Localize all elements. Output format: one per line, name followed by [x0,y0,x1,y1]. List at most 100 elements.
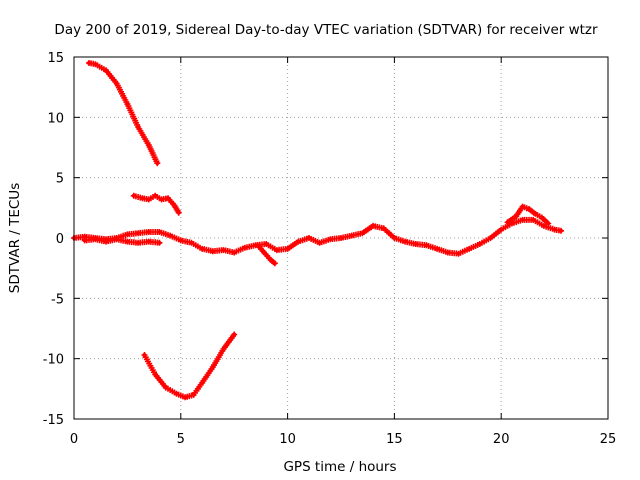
series-late-bump [504,203,552,227]
data-point [159,197,164,202]
data-point [183,395,188,400]
data-point [520,204,525,209]
data-point [221,248,226,253]
x-tick-label: 5 [177,432,185,447]
data-point [539,215,544,220]
data-point [360,231,365,236]
y-tick-label: -5 [51,292,64,307]
data-point [176,210,181,215]
data-point [262,250,267,255]
series-zero-band [71,216,564,257]
data-point [200,246,205,251]
data-point [435,246,440,251]
data-point [285,246,290,251]
data-point [146,197,151,202]
x-axis-label: GPS time / hours [283,459,396,475]
data-point [413,242,418,247]
data-point [272,261,277,266]
data-point [268,257,273,262]
data-point [526,207,531,212]
x-tick-label: 10 [279,432,296,447]
data-point [125,239,130,244]
series-high-arc-descending [86,60,161,167]
data-point [559,228,564,233]
y-tick-label: 0 [56,232,64,247]
y-tick-label: 15 [47,51,64,66]
data-point [467,246,472,251]
data-point [178,238,183,243]
data-point [210,365,215,370]
data-markers [141,331,238,401]
data-point [533,211,538,216]
y-tick-label: -10 [43,353,64,368]
data-point [403,239,408,244]
data-point [165,196,170,201]
data-point [349,233,354,238]
data-point [86,61,91,66]
series-zero-band-branch [81,236,163,246]
y-axis-label: SDTVAR / TECUs [7,183,23,293]
data-point [163,385,168,390]
data-point [136,124,141,129]
data-point [552,227,557,232]
data-point [221,347,226,352]
data-point [424,243,429,248]
y-tick-label: 5 [56,172,64,187]
data-point [93,237,98,242]
data-point [296,239,301,244]
data-point [153,372,158,377]
data-point [136,240,141,245]
data-point [93,62,98,67]
data-point [142,353,147,358]
chart-title: Day 200 of 2019, Sidereal Day-to-day VTE… [54,22,598,38]
data-point [172,203,177,208]
y-tick-label: -15 [43,413,64,428]
data-point [153,193,158,198]
data-point [146,143,151,148]
data-point [131,193,136,198]
y-tick-label: 10 [47,111,64,126]
data-point [317,240,322,245]
data-point [210,249,215,254]
data-point [232,250,237,255]
data-point [499,227,504,232]
data-point [306,236,311,240]
data-series [71,60,564,401]
data-point [200,380,205,385]
data-point [146,239,151,244]
series-low-arc-minimum [141,331,238,401]
data-point [274,248,279,253]
tick-labels: 0 5 10 15 20 25 -15 -10 -5 0 5 10 15 [43,51,617,447]
data-point [255,243,260,248]
data-point [514,214,519,219]
grid-lines [74,57,608,419]
data-point [541,223,546,228]
data-point [328,237,333,242]
data-point [191,392,196,397]
data-point [264,242,269,247]
data-point [505,220,510,225]
data-point [125,232,130,237]
data-point [189,240,194,245]
x-tick-label: 20 [493,432,510,447]
data-markers [86,60,161,167]
data-point [146,229,151,234]
data-point [520,217,525,222]
data-point [114,81,119,86]
data-point [155,161,160,166]
x-tick-label: 25 [600,432,617,447]
data-point [104,68,109,73]
data-point [477,242,482,247]
data-point [339,236,343,240]
data-point [168,233,173,238]
data-point [82,234,87,239]
data-point [125,102,130,107]
series-dip-9h [254,242,278,267]
x-tick-label: 0 [70,432,78,447]
series-mid-arc-3 [130,192,182,216]
data-point [381,226,386,231]
data-point [456,251,461,256]
data-point [531,217,536,222]
x-tick-label: 15 [386,432,403,447]
